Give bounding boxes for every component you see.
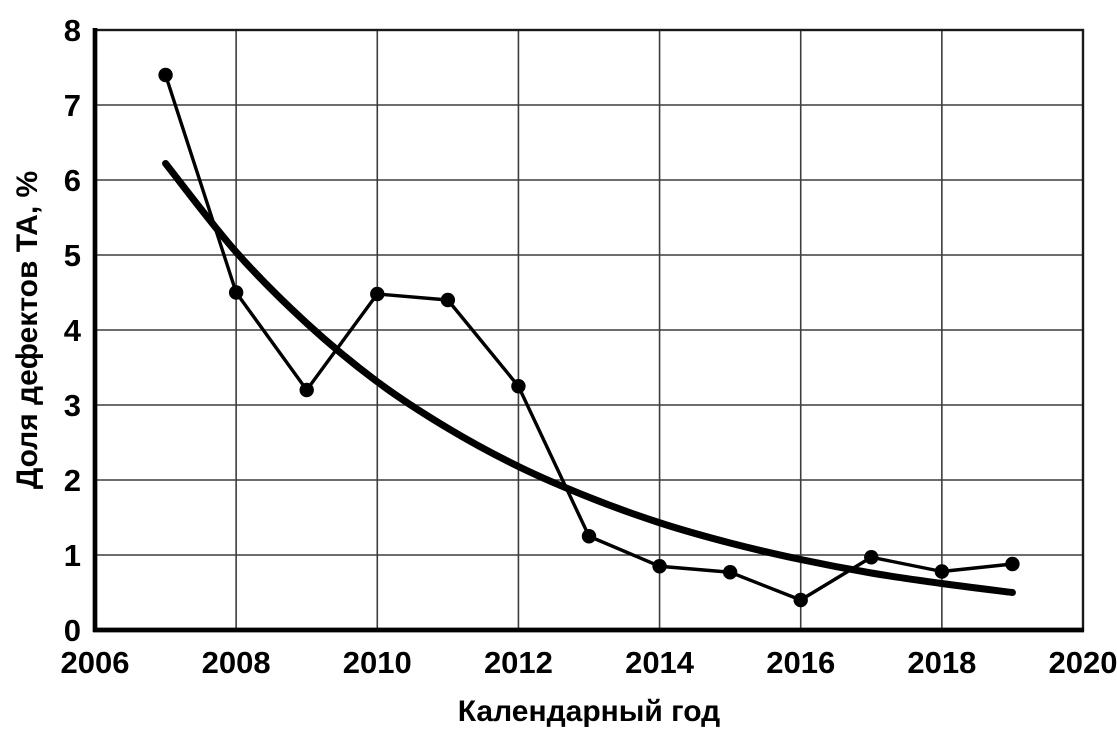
- x-tick-label: 2010: [343, 645, 412, 680]
- data-point-marker: [1005, 556, 1020, 572]
- data-point-marker: [793, 592, 808, 608]
- x-tick-label: 2014: [625, 645, 695, 680]
- data-point-marker: [511, 379, 526, 394]
- y-tick-label: 8: [64, 13, 81, 48]
- x-tick-label: 2006: [61, 645, 130, 680]
- data-point-marker: [370, 286, 385, 302]
- y-tick-label: 3: [64, 388, 81, 423]
- data-point-marker: [581, 529, 597, 544]
- data-point-marker: [934, 564, 950, 579]
- x-tick-label: 2018: [907, 645, 976, 680]
- trend-line: [162, 160, 1016, 596]
- x-tick-label: 2020: [1049, 645, 1117, 680]
- data-point-marker: [440, 292, 456, 308]
- x-axis-title: Календарный год: [457, 695, 721, 728]
- x-tick-label: 2016: [766, 645, 835, 680]
- y-tick-label: 7: [64, 88, 81, 123]
- data-point-marker: [652, 559, 667, 574]
- y-tick-label: 5: [64, 238, 81, 273]
- data-point-marker: [228, 285, 244, 300]
- x-tick-label: 2012: [484, 645, 553, 680]
- y-tick-label: 2: [64, 463, 81, 498]
- y-tick-label: 6: [64, 163, 81, 198]
- y-axis-title: Доля дефектов ТА, %: [11, 170, 44, 490]
- data-point-marker: [722, 565, 738, 580]
- data-point-marker: [864, 550, 879, 565]
- y-tick-label: 4: [64, 313, 82, 348]
- data-point-marker: [158, 67, 173, 83]
- data-point-marker: [299, 382, 314, 398]
- x-tick-label: 2008: [202, 645, 271, 680]
- y-tick-label: 0: [64, 613, 81, 648]
- y-tick-label: 1: [64, 538, 81, 573]
